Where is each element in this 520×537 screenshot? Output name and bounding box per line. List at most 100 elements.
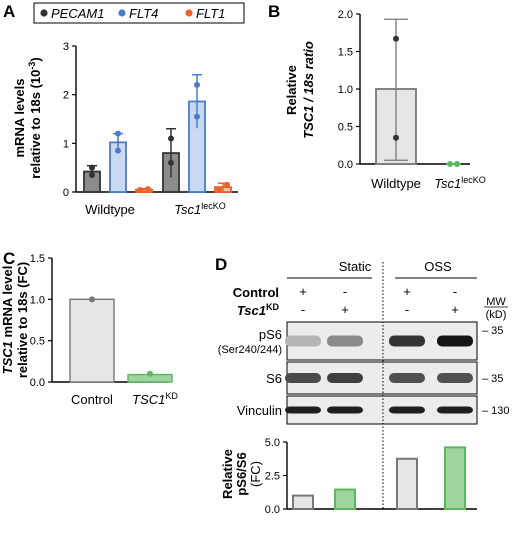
mw-label: MW [486,296,506,308]
blot-mw-vinculin: – 130 [482,405,510,417]
panel-b-y-tick-label-0: 0.0 [338,159,353,171]
panel-a-category-0-part-0: Wildtype [85,202,135,217]
panel-a-y-tick-label-0: 0 [63,187,69,199]
blot-label-ps6: pS6 [259,327,282,342]
panel-c-y-tick-label-2: 1.0 [30,294,45,306]
panel-b-category-0: Wildtype [371,176,421,191]
panel-b-category-0-part-0: Wildtype [371,176,421,191]
header-static: Static [339,259,372,274]
panel-d-y-tick-label-1: 2.5 [265,471,280,483]
panel-c-y-tick-label-0: 0.0 [30,377,45,389]
point-pecam1-0-1 [89,164,95,171]
header-oss: OSS [424,259,452,274]
panel-a-category-1-part-0: Tsc1 [174,202,201,217]
row-label-control: Control [233,285,279,300]
blot-band-s6-0 [285,373,321,383]
blot-label-s6: S6 [266,371,282,386]
panel-a: A PECAM1 FLT4 FLT1 0 1 2 3 mRNA levels relative t… [3,2,245,217]
panel-c-category-1: TSC1KD [132,391,178,407]
panel-b-y-tick-label-2: 1.0 [338,84,353,96]
panel-a-y-label-line2-part-0: relative to 18s (10 [28,70,43,179]
legend-label-flt1: FLT1 [196,6,225,21]
panel-c-y-tick-label-1: 0.5 [30,336,45,348]
bar-d-1 [334,488,356,511]
blot-band-s6-2 [389,373,425,383]
panel-a-category-1: Tsc1lecKO [174,201,226,217]
bar-d-0 [292,494,314,511]
panel-a-y-tick-label-1: 1 [63,138,69,150]
tsc1-sign-2: - [405,302,409,317]
point-c-0-0 [89,296,95,303]
panel-letter-d: D [215,255,227,274]
panel-d-y-label-line2: pS6/S6 [234,452,249,495]
control-sign-3: - [453,284,457,299]
panel-b-category-1: Tsc1lecKO [434,175,486,191]
panel-d: D Static OSS Control Tsc1KD + - + - - + - + MW(kD) pS6… [215,255,510,516]
panel-b-y-tick-label-4: 2.0 [338,9,353,21]
panel-a-y-label-line2-part-2: ) [28,57,43,61]
kd-label: (kD) [486,309,507,321]
point-pecam1-0-0 [89,171,95,178]
panel-letter-b: B [268,2,280,21]
legend-box [33,2,245,24]
blot-band-ps6-2 [389,335,425,347]
row-label-tsc1-part-1: KD [266,302,279,312]
panel-b-y-tick-label-3: 1.5 [338,47,353,59]
panel-d-y-label: Relative pS6/S6 (FC) [220,449,263,499]
panel-a-y-label-line2: relative to 18s (10-3) [27,57,43,178]
control-sign-2: + [403,284,411,299]
panel-b-category-1-part-0: Tsc1 [434,176,461,191]
panel-c-category-1-part-1: KD [165,391,178,401]
point-flt4-1-0 [194,113,200,120]
tsc1-sign-0: - [301,302,305,317]
tsc1-sign-1: + [341,302,349,317]
blot-band-s6-3 [437,373,473,383]
point-flt1-0-1 [145,186,151,193]
panel-d-y-tick-label-2: 5.0 [265,437,280,449]
point-flt4-0-0 [115,147,121,154]
panel-a-y-label-line2-part-1: -3 [27,62,37,70]
panel-letter-a: A [3,2,15,21]
panel-c-category-1-part-0: TSC1 [132,392,165,407]
point-flt1-1-0 [216,186,222,193]
bar-d-2 [396,457,418,510]
point-pecam1-1-1 [168,135,174,142]
blot-band-vinculin-1 [327,406,363,414]
point-c-1-0 [147,370,153,377]
point-flt4-0-1 [115,130,121,137]
point-flt1-0-0 [137,187,143,194]
panel-c-y-tick-label-3: 1.5 [30,253,45,265]
bar-d-3 [444,446,466,510]
panel-b-y-label: Relative TSC1 / 18s ratio [284,41,316,139]
legend-label-flt4: FLT4 [129,6,158,21]
point-flt1-1-1 [224,181,230,188]
blot-sublabel-ps6: (Ser240/244) [218,344,282,356]
panel-b: B 0.0 0.5 1.0 1.5 2.0 Relative TSC1 / 18s ratio… [268,2,486,191]
blot-mw-s6: – 35 [482,373,503,385]
blot-band-s6-1 [327,373,363,383]
panel-b-y-label-line2: TSC1 / 18s ratio [301,41,316,139]
legend-marker-pecam1 [40,9,48,17]
tsc1-sign-3: + [451,302,459,317]
point-pecam1-1-0 [168,159,174,166]
panel-d-y-tick-label-0: 0.0 [265,504,280,516]
panel-a-y-tick-label-2: 2 [63,90,69,102]
bar-c-0 [69,298,115,383]
control-sign-1: - [343,284,347,299]
panel-c-category-0: Control [71,392,113,407]
legend-marker-flt1 [185,9,193,17]
panel-d-y-label-line1: Relative [220,449,235,499]
blot-band-vinculin-3 [437,406,473,414]
blot-band-vinculin-2 [389,406,425,414]
legend-label-pecam1: PECAM1 [51,6,104,21]
panel-a-y-label-line1: mRNA levels [12,79,27,158]
panel-c-y-label-line1-part-0: TSC1 [0,341,15,374]
point-wildtype-0 [393,35,399,42]
point-flt4-1-1 [194,81,200,88]
blot-band-ps6-3 [437,335,473,347]
blot-band-ps6-0 [285,335,321,347]
panel-c-y-label-line2: relative to 18s (FC) [15,262,30,378]
panel-a-category-1-part-1: lecKO [201,201,226,211]
panel-d-y-label-line3: (FC) [248,461,263,487]
